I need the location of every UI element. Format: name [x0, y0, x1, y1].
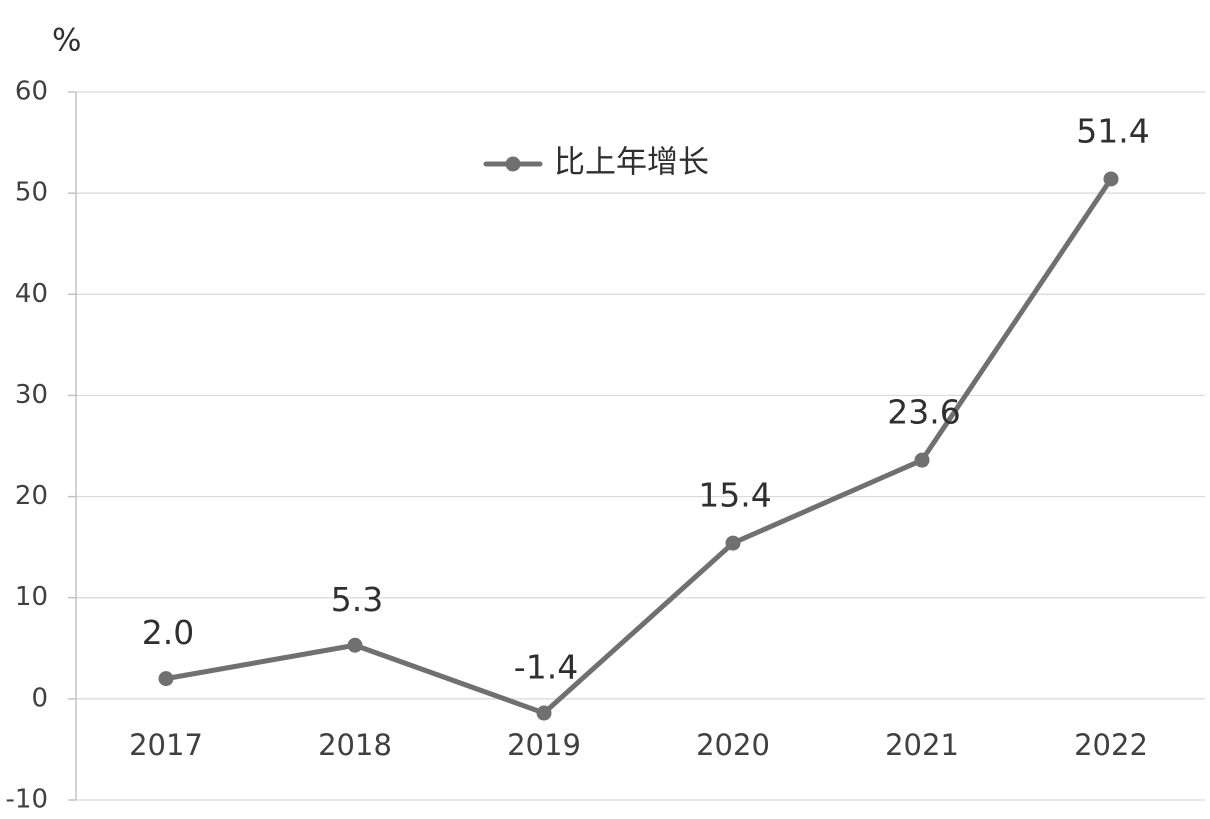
- y-tick-label: -10: [6, 785, 48, 815]
- data-point: [536, 705, 552, 721]
- x-tick-label: 2021: [885, 728, 959, 762]
- series-group: 2.0 5.3 -1.4 15.4 23.6 51.4: [142, 111, 1150, 721]
- y-tick-label: 40: [15, 279, 48, 309]
- gridlines: [68, 91, 1205, 801]
- data-label: 15.4: [698, 476, 771, 515]
- data-label: 51.4: [1076, 111, 1149, 150]
- x-axis-ticks: 2017 2018 2019 2020 2021 2022: [129, 728, 1148, 762]
- x-tick-label: 2022: [1074, 728, 1148, 762]
- data-label: 23.6: [887, 393, 960, 432]
- data-point: [1103, 171, 1119, 187]
- data-point: [158, 671, 174, 687]
- x-tick-label: 2018: [318, 728, 392, 762]
- y-axis-unit-label: %: [52, 23, 81, 59]
- x-tick-label: 2020: [696, 728, 770, 762]
- data-label: 2.0: [142, 613, 194, 652]
- data-label: 5.3: [331, 580, 383, 619]
- legend: 比上年增长: [483, 145, 709, 181]
- data-point: [914, 452, 930, 468]
- legend-label: 比上年增长: [554, 145, 709, 181]
- y-tick-label: 50: [15, 178, 48, 208]
- legend-point-marker: [505, 156, 521, 172]
- data-point: [347, 637, 363, 653]
- y-tick-label: 0: [31, 683, 48, 713]
- data-point: [725, 535, 741, 551]
- y-tick-label: 60: [15, 77, 48, 107]
- data-label: -1.4: [514, 648, 578, 687]
- y-tick-label: 10: [15, 582, 48, 612]
- series-line: [163, 176, 1114, 716]
- y-axis-ticks: -10 0 10 20 30 40 50 60: [6, 77, 48, 815]
- y-tick-label: 20: [15, 481, 48, 511]
- x-tick-label: 2017: [129, 728, 203, 762]
- x-tick-label: 2019: [507, 728, 581, 762]
- y-tick-label: 30: [15, 380, 48, 410]
